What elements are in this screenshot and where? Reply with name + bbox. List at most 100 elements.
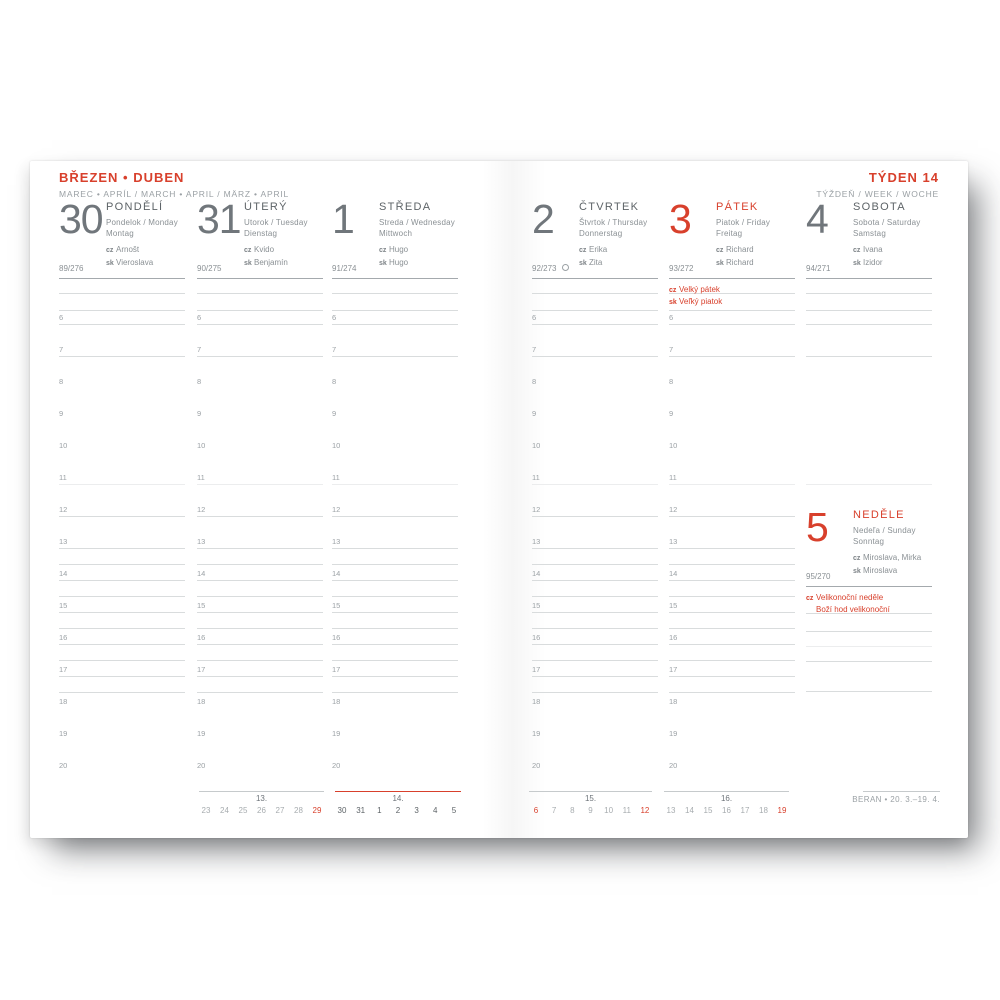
day-of-year: 95/270 bbox=[806, 572, 830, 581]
full-moon-icon bbox=[562, 264, 570, 271]
day-of-year-value: 95/270 bbox=[806, 572, 831, 581]
month-title: BŘEZEN • DUBEN bbox=[59, 170, 185, 185]
sk-prefix: sk bbox=[853, 259, 861, 267]
writing-rule bbox=[197, 310, 323, 311]
hour-rule bbox=[59, 356, 185, 357]
hour-label: 20 bbox=[332, 761, 341, 770]
cz-prefix: cz bbox=[853, 247, 861, 254]
hour-rule bbox=[806, 646, 932, 647]
hour-label: 18 bbox=[669, 697, 678, 706]
mini-week-day: 18 bbox=[759, 806, 768, 815]
hour-label: 13 bbox=[332, 537, 341, 546]
hour-label: 13 bbox=[669, 537, 678, 546]
half-hour-rule bbox=[59, 628, 185, 629]
half-hour-rule bbox=[332, 660, 458, 661]
half-hour-rule bbox=[332, 628, 458, 629]
holiday-prefix: cz bbox=[806, 595, 814, 602]
sk-prefix: sk bbox=[579, 259, 587, 267]
writing-rule bbox=[59, 293, 185, 294]
hour-rule bbox=[332, 356, 458, 357]
day-divider bbox=[332, 278, 458, 279]
half-hour-rule bbox=[532, 596, 658, 597]
hour-label: 10 bbox=[669, 441, 678, 450]
name-days: cz Richard sk Richard bbox=[716, 244, 795, 269]
hour-rule bbox=[59, 548, 185, 549]
hour-label: 11 bbox=[669, 473, 677, 482]
hour-label: 19 bbox=[532, 729, 541, 738]
mini-week-rule bbox=[335, 791, 461, 792]
hour-rule bbox=[532, 612, 658, 613]
cz-name-day-row: cz Richard bbox=[716, 244, 795, 257]
day-of-year-value: 93/272 bbox=[669, 264, 694, 273]
hour-label: 13 bbox=[532, 537, 541, 546]
hour-label: 19 bbox=[59, 729, 68, 738]
mini-week-day: 9 bbox=[588, 806, 593, 815]
cz-name-day-row: cz Arnošt bbox=[106, 244, 185, 257]
half-hour-rule bbox=[197, 596, 323, 597]
day-info: PÁTEK Piatok / Friday Freitag cz Richard … bbox=[716, 201, 795, 269]
hour-label: 20 bbox=[669, 761, 678, 770]
day-divider bbox=[197, 278, 323, 279]
hour-rule bbox=[669, 356, 795, 357]
mini-week-day: 27 bbox=[275, 806, 285, 815]
day-name-de: Samstag bbox=[853, 228, 886, 238]
mini-week-day: 15 bbox=[703, 806, 713, 815]
day-name: NEDĚLE bbox=[853, 509, 905, 521]
week-subtitle: TÝŽDEŇ / WEEK / WOCHE bbox=[816, 189, 939, 199]
day-of-year: 93/272 bbox=[669, 264, 693, 273]
day-info: NEDĚLE Nedeľa / Sunday Sonntag cz Mirosla… bbox=[853, 509, 932, 577]
half-hour-rule bbox=[669, 564, 795, 565]
hour-rule bbox=[197, 580, 323, 581]
half-hour-rule bbox=[669, 628, 795, 629]
day-divider bbox=[806, 586, 932, 587]
half-hour-rule bbox=[197, 628, 323, 629]
mini-week-day: 4 bbox=[433, 806, 438, 815]
cz-name-day: Kvido bbox=[254, 245, 275, 254]
hour-rule bbox=[197, 612, 323, 613]
mini-week-days: 6 7 8 9 10 11 12 bbox=[529, 806, 652, 815]
week-title: TÝDEN 14 bbox=[868, 170, 939, 185]
name-days: cz Miroslava, Mirka sk Miroslava bbox=[853, 552, 932, 577]
cz-prefix: cz bbox=[244, 247, 252, 254]
day-divider bbox=[806, 278, 932, 279]
hour-rule bbox=[332, 484, 458, 485]
hour-rule bbox=[332, 676, 458, 677]
mini-week-day: 28 bbox=[294, 806, 303, 815]
mini-week-days: 23 24 25 26 27 28 29 bbox=[199, 806, 324, 815]
hour-rule bbox=[806, 631, 932, 632]
hour-rule bbox=[806, 661, 932, 662]
hour-label: 17 bbox=[532, 665, 541, 674]
mini-week-day: 23 bbox=[201, 806, 211, 815]
mini-week: 13. 23 24 25 26 27 28 29 bbox=[199, 791, 324, 815]
hour-rule bbox=[197, 324, 323, 325]
hour-rule bbox=[669, 516, 795, 517]
mini-week-day: 19 bbox=[777, 806, 787, 815]
day-number: 4 bbox=[806, 196, 829, 242]
mini-week-day: 13 bbox=[666, 806, 676, 815]
hour-rule bbox=[669, 580, 795, 581]
writing-rule bbox=[669, 293, 795, 294]
sk-name-day: Miroslava bbox=[863, 565, 898, 575]
hour-label: 7 bbox=[332, 345, 337, 354]
sk-prefix: sk bbox=[244, 259, 252, 267]
hour-label: 8 bbox=[197, 377, 202, 386]
hour-label: 15 bbox=[332, 601, 341, 610]
hour-rule bbox=[532, 644, 658, 645]
hour-label: 7 bbox=[197, 345, 202, 354]
sk-name-day: Zita bbox=[589, 257, 603, 267]
hour-label: 6 bbox=[59, 313, 64, 322]
hour-rule bbox=[332, 612, 458, 613]
day-divider bbox=[59, 278, 185, 279]
hour-rule bbox=[532, 676, 658, 677]
hour-rule bbox=[669, 484, 795, 485]
hour-label: 8 bbox=[669, 377, 674, 386]
day-info: STŘEDA Streda / Wednesday Mittwoch cz Hug… bbox=[379, 201, 458, 269]
cz-name-day: Richard bbox=[726, 245, 754, 254]
mini-week-day: 16 bbox=[722, 806, 731, 815]
hour-grid bbox=[806, 509, 932, 759]
cz-name-day-row: cz Ivana bbox=[853, 244, 932, 257]
holiday-text: Velký pátek bbox=[679, 285, 720, 294]
hour-grid: 6 7 8 9 10 11 12 13 14 15 16 17 18 19 20 bbox=[197, 201, 323, 786]
hour-rule bbox=[197, 484, 323, 485]
mini-week: 14. 30 31 1 2 3 4 5 bbox=[335, 791, 461, 815]
